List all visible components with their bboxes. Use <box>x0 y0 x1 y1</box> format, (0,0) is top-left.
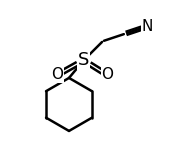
Text: N: N <box>141 19 153 34</box>
Text: O: O <box>51 68 63 82</box>
Text: S: S <box>78 51 89 69</box>
Text: O: O <box>101 68 113 82</box>
